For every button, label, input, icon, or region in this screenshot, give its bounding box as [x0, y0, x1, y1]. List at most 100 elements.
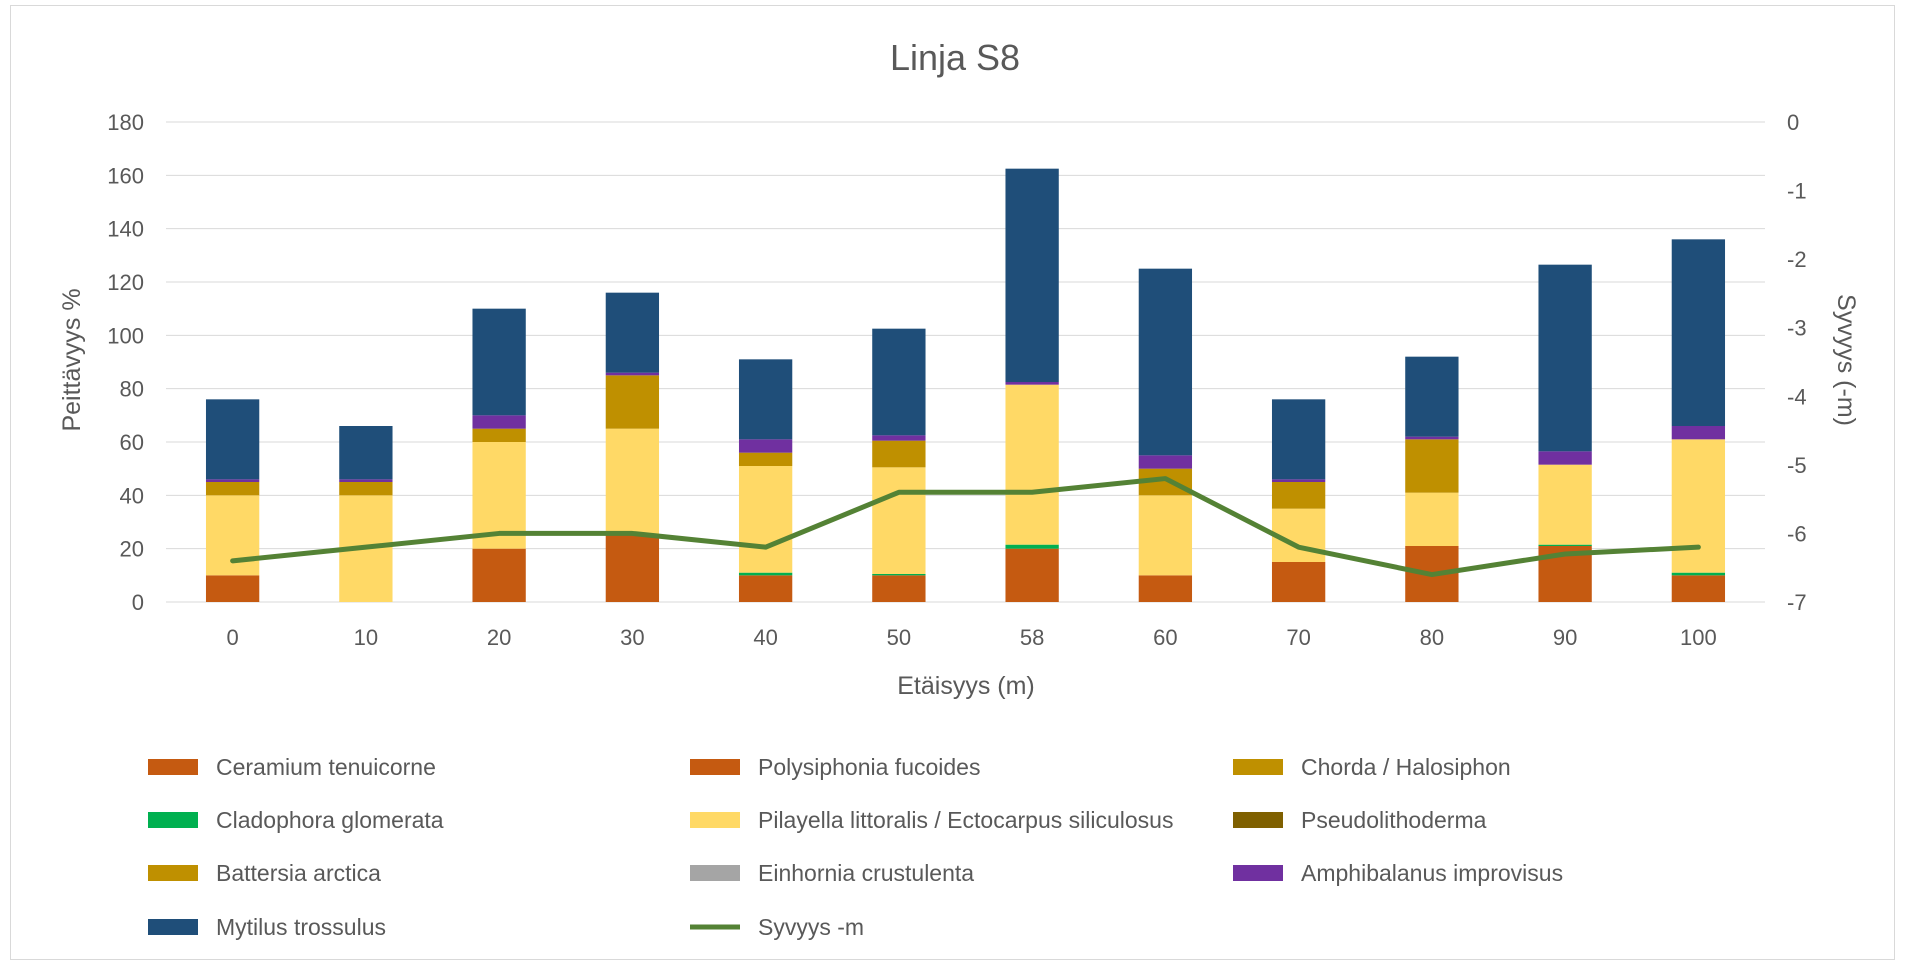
bar-segment: [1671, 572, 1726, 576]
bar-segment: [1138, 268, 1193, 456]
bar-segment: [1005, 384, 1059, 545]
y-tick-label: 0: [132, 590, 144, 615]
bar-segment: [1405, 492, 1459, 546]
bar-segment: [472, 442, 526, 549]
x-tick-label: 30: [620, 625, 644, 650]
x-tick-label: 10: [354, 625, 378, 650]
bar-segment: [738, 439, 793, 453]
y2-tick-label: -2: [1787, 247, 1807, 272]
legend-swatch: [690, 759, 740, 775]
y2-tick-label: -3: [1787, 316, 1807, 341]
y-tick-label: 120: [107, 270, 144, 295]
bar-segment: [1538, 464, 1592, 545]
x-tick-label: 100: [1680, 625, 1717, 650]
bar-segment: [1005, 544, 1059, 549]
y2-tick-label: -7: [1787, 590, 1807, 615]
bar-segment: [339, 482, 393, 496]
bar-segment: [205, 482, 260, 496]
x-axis-title: Etäisyys (m): [897, 672, 1035, 700]
bar-segment: [605, 292, 660, 373]
legend-label: Einhornia crustulenta: [758, 860, 974, 886]
legend-label: Ceramium tenuicorne: [216, 754, 436, 780]
bar-segment: [605, 375, 660, 429]
chart-title: Linja S8: [890, 37, 1020, 78]
y-tick-label: 80: [120, 377, 144, 402]
bar-segment: [1138, 575, 1193, 602]
legend-swatch: [148, 919, 198, 935]
depth-series-line: [230, 476, 1701, 578]
y-tick-label: 180: [107, 110, 144, 135]
legend-swatch: [1233, 865, 1283, 881]
legend-label: Mytilus trossulus: [216, 914, 386, 940]
x-tick-label: 40: [753, 625, 777, 650]
legend-label: Pseudolithoderma: [1301, 807, 1487, 833]
y2-tick-label: 0: [1787, 110, 1799, 135]
bar-segment: [738, 452, 793, 466]
bar-segment: [605, 535, 660, 602]
bar-segment: [1538, 544, 1592, 546]
y-axis-title: Peittävyys %: [58, 288, 86, 431]
bar-segment: [1005, 548, 1059, 602]
x-tick-label: 0: [227, 625, 239, 650]
x-tick-label: 60: [1153, 625, 1177, 650]
x-tick-label: 80: [1420, 625, 1444, 650]
bar-segment: [205, 575, 260, 602]
y2-tick-label: -1: [1787, 179, 1807, 204]
bar-segment: [738, 575, 793, 602]
bar-segment: [1271, 399, 1326, 480]
legend-swatch: [1233, 812, 1283, 828]
bar-segment: [1538, 451, 1592, 465]
x-tick-label: 90: [1553, 625, 1577, 650]
bar-segment: [339, 426, 393, 480]
y-tick-label: 100: [107, 323, 144, 348]
bar-segment: [605, 428, 660, 536]
x-tick-label: 58: [1020, 625, 1044, 650]
y-tick-label: 60: [120, 430, 144, 455]
bars: [205, 168, 1726, 602]
bar-segment: [1138, 455, 1193, 469]
bar-segment: [1671, 575, 1726, 602]
y2-axis-title: Syvyys (-m): [1832, 294, 1860, 426]
bar-segment: [472, 415, 526, 429]
y-tick-label: 140: [107, 217, 144, 242]
bar-segment: [1538, 264, 1592, 452]
bar-segment: [738, 466, 793, 573]
bar-segment: [472, 308, 526, 416]
y2-axis-ticks: 0 -1 -2 -3 -4 -5 -6 -7: [1787, 110, 1807, 615]
legend-label: Chorda / Halosiphon: [1301, 754, 1511, 780]
bar-segment: [872, 440, 926, 468]
y2-tick-label: -6: [1787, 521, 1807, 546]
y2-tick-label: -5: [1787, 453, 1807, 478]
legend-swatch: [148, 759, 198, 775]
bar-segment: [872, 467, 926, 574]
bar-segment: [738, 572, 793, 576]
bar-segment: [1138, 495, 1193, 576]
bar-segment: [1671, 426, 1726, 440]
legend-label: Syvyys -m: [758, 914, 864, 940]
bar-segment: [1405, 436, 1459, 440]
bar-segment: [472, 428, 526, 442]
legend: Ceramium tenuicorne Polysiphonia fucoides…: [148, 754, 1563, 940]
legend-label: Polysiphonia fucoides: [758, 754, 980, 780]
y-tick-label: 160: [107, 163, 144, 188]
y-axis-ticks: 0 20 40 60 80 100 120 140 160 180: [107, 110, 144, 615]
bar-segment: [1271, 482, 1326, 509]
bar-segment: [872, 574, 926, 576]
x-axis-ticks: 0 10 20 30 40 50 58 60 70 80 90 100: [227, 625, 1717, 650]
bar-segment: [1405, 439, 1459, 493]
bar-segment: [872, 575, 926, 602]
legend-swatch: [690, 865, 740, 881]
legend-label: Amphibalanus improvisus: [1301, 860, 1563, 886]
bar-segment: [1271, 479, 1326, 482]
legend-label: Cladophora glomerata: [216, 807, 444, 833]
legend-swatch: [148, 812, 198, 828]
gridlines: [166, 121, 1765, 603]
bar-segment: [872, 435, 926, 441]
legend-swatch: [690, 812, 740, 828]
x-tick-label: 70: [1286, 625, 1310, 650]
bar-segment: [1005, 168, 1059, 382]
bar-segment: [339, 479, 393, 482]
bar-segment: [472, 548, 526, 602]
legend-swatch: [1233, 759, 1283, 775]
